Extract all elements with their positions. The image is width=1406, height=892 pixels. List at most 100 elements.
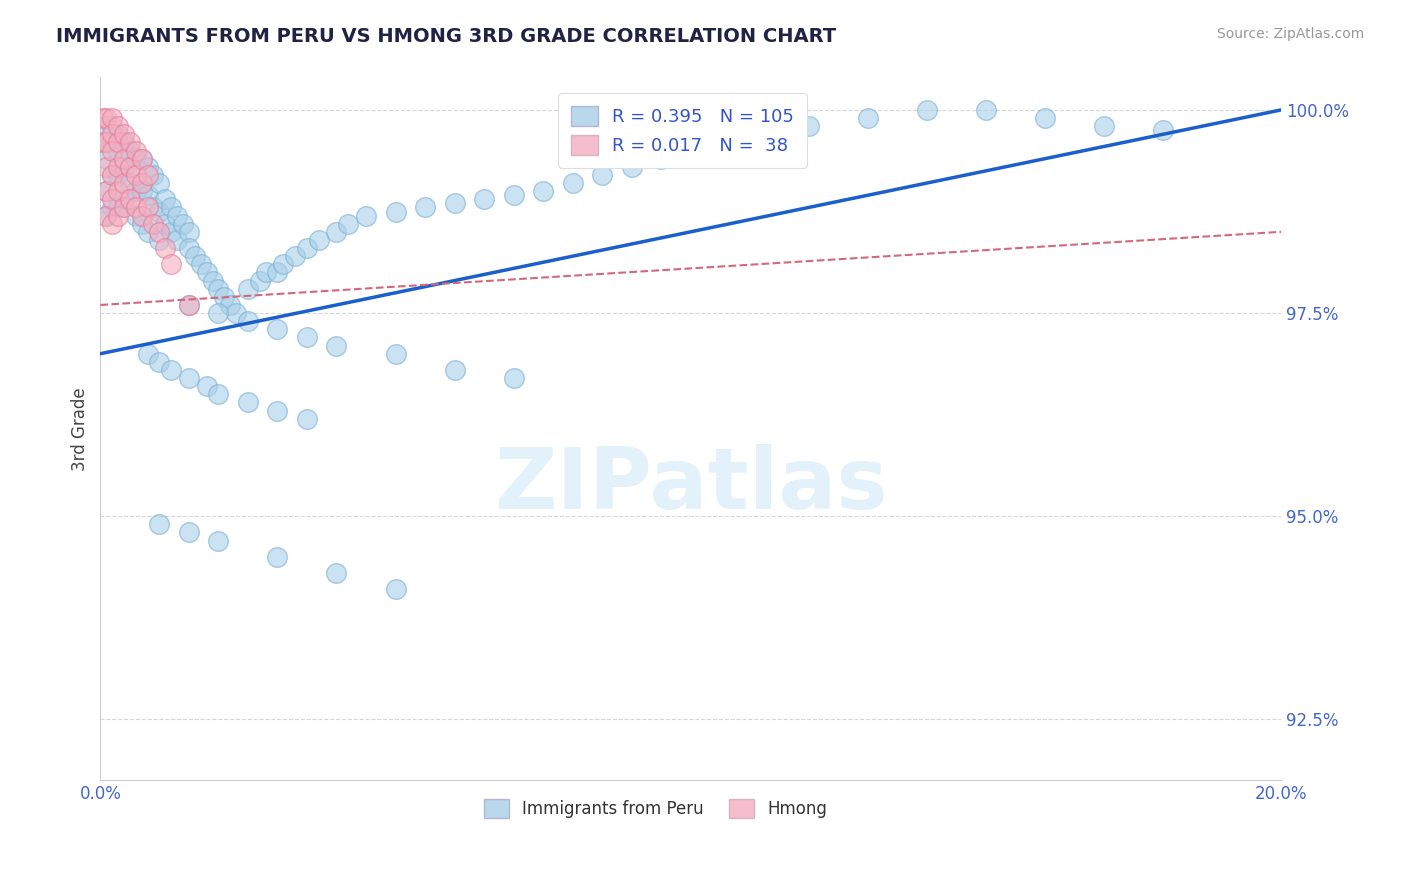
Point [112,201,135,215]
Point [112,152,135,166]
Point [472,192,495,206]
Point [225,306,247,320]
Point [177,371,200,385]
Point [101,201,124,215]
Point [384,204,406,219]
Point [561,176,583,190]
Point [112,160,135,174]
Point [148,517,170,532]
Point [295,330,318,344]
Point [284,249,307,263]
Point [136,225,159,239]
Point [101,119,124,133]
Point [266,549,288,564]
Point [413,201,436,215]
Point [160,201,183,215]
Point [125,201,148,215]
Point [1033,111,1056,125]
Point [207,282,229,296]
Point [155,192,177,206]
Legend: Immigrants from Peru, Hmong: Immigrants from Peru, Hmong [477,793,834,825]
Point [155,241,177,255]
Point [709,136,731,150]
Point [201,274,224,288]
Point [131,152,153,166]
Point [125,209,148,223]
Point [125,144,148,158]
Y-axis label: 3rd Grade: 3rd Grade [72,387,89,471]
Point [107,201,129,215]
Point [125,152,148,166]
Point [620,160,643,174]
Point [325,225,347,239]
Point [325,566,347,580]
Point [96,160,118,174]
Point [254,265,277,279]
Point [207,387,229,401]
Point [354,209,377,223]
Text: Source: ZipAtlas.com: Source: ZipAtlas.com [1216,27,1364,41]
Point [160,225,183,239]
Point [136,168,159,182]
Point [214,290,236,304]
Point [337,217,360,231]
Point [266,322,288,336]
Point [125,184,148,198]
Point [96,209,118,223]
Point [142,217,165,231]
Point [738,128,761,142]
Point [148,225,170,239]
Point [166,233,188,247]
Point [118,192,141,206]
Point [96,209,118,223]
Point [131,217,153,231]
Point [856,111,879,125]
Point [531,184,554,198]
Point [142,201,165,215]
Point [236,395,259,409]
Point [295,411,318,425]
Point [236,282,259,296]
Point [148,204,170,219]
Point [131,184,153,198]
Point [1092,119,1115,133]
Point [679,144,702,158]
Point [266,265,288,279]
Point [101,168,124,182]
Point [96,184,118,198]
Point [107,184,129,198]
Point [172,217,194,231]
Point [148,233,170,247]
Text: IMMIGRANTS FROM PERU VS HMONG 3RD GRADE CORRELATION CHART: IMMIGRANTS FROM PERU VS HMONG 3RD GRADE … [56,27,837,45]
Point [591,168,613,182]
Point [502,371,524,385]
Point [136,188,159,202]
Point [101,136,124,150]
Point [177,525,200,540]
Point [107,136,129,150]
Point [131,176,153,190]
Point [236,314,259,328]
Point [195,265,218,279]
Point [118,160,141,174]
Point [249,274,271,288]
Point [118,176,141,190]
Point [101,168,124,182]
Point [136,160,159,174]
Point [207,306,229,320]
Point [915,103,938,117]
Point [131,152,153,166]
Point [101,128,124,142]
Point [797,119,820,133]
Point [96,184,118,198]
Point [384,347,406,361]
Point [273,257,295,271]
Point [650,152,672,166]
Point [384,582,406,597]
Point [131,209,153,223]
Point [107,128,129,142]
Point [1152,123,1174,137]
Point [148,355,170,369]
Point [166,209,188,223]
Point [96,136,118,150]
